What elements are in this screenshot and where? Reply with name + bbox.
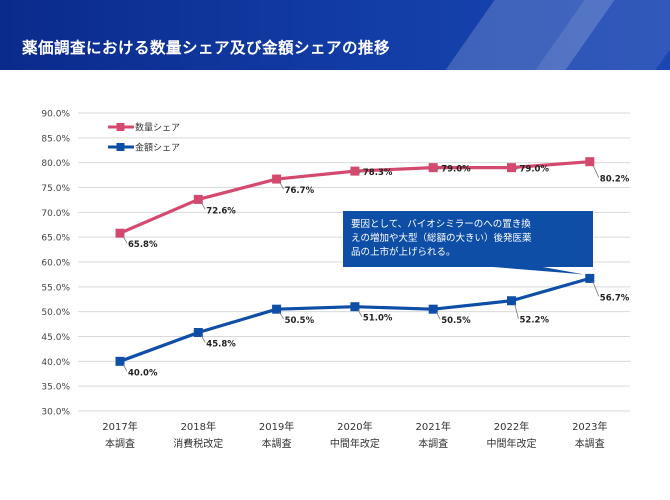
- data-label: 72.6%: [206, 206, 236, 216]
- data-point: [193, 328, 203, 338]
- data-point: [115, 228, 125, 238]
- legend-label: 金額シェア: [135, 142, 180, 154]
- callout-pointer: [493, 267, 584, 275]
- y-tick-label: 65.0%: [41, 234, 70, 244]
- data-label: 56.7%: [600, 293, 630, 303]
- leader-line: [357, 309, 363, 317]
- y-tick-label: 70.0%: [41, 209, 70, 219]
- data-point: [193, 194, 203, 204]
- data-label: 50.5%: [441, 316, 471, 326]
- callout-text: えの増加や大型（総額の大きい）後発医薬: [351, 232, 532, 244]
- y-tick-label: 75.0%: [41, 184, 70, 194]
- data-point: [507, 163, 516, 173]
- y-tick-label: 90.0%: [41, 110, 70, 120]
- x-tick-year: 2020年: [337, 420, 372, 433]
- data-point: [428, 163, 438, 173]
- data-point: [507, 296, 516, 306]
- x-tick-year: 2023年: [572, 420, 607, 433]
- x-tick-survey: 本調査: [262, 437, 292, 450]
- data-point: [272, 174, 282, 184]
- x-tick-year: 2022年: [494, 420, 529, 433]
- data-label: 65.8%: [128, 240, 158, 250]
- y-tick-label: 40.0%: [41, 358, 70, 368]
- x-tick-survey: 本調査: [105, 437, 135, 450]
- x-tick-survey: 消費税改定: [173, 437, 223, 450]
- data-label: 79.0%: [520, 165, 550, 175]
- data-point: [585, 273, 595, 283]
- x-tick-year: 2021年: [415, 420, 450, 433]
- leader-line: [122, 364, 128, 372]
- y-tick-label: 50.0%: [41, 308, 70, 318]
- data-label: 51.0%: [363, 314, 393, 324]
- legend-marker: [116, 123, 125, 131]
- x-tick-survey: 本調査: [575, 437, 605, 450]
- leader-line: [279, 311, 284, 320]
- leader-line: [592, 281, 600, 297]
- leader-line: [200, 335, 206, 343]
- leader-line: [592, 164, 600, 178]
- data-label: 76.7%: [285, 186, 315, 196]
- legend-entry: 金額シェア: [108, 142, 180, 154]
- callout-text: 要因として、バイオシミラーのへの置き換: [351, 218, 531, 230]
- data-point: [428, 304, 438, 314]
- y-tick-label: 35.0%: [41, 383, 70, 393]
- data-point: [350, 302, 360, 312]
- data-label: 79.0%: [441, 165, 471, 175]
- leader-line: [435, 311, 441, 320]
- x-tick-survey: 中間年改定: [330, 437, 380, 450]
- y-tick-label: 55.0%: [41, 283, 70, 293]
- data-label: 78.3%: [363, 168, 393, 178]
- data-label: 52.2%: [520, 316, 550, 326]
- y-tick-label: 30.0%: [41, 408, 70, 418]
- y-tick-label: 60.0%: [41, 259, 70, 269]
- data-point: [272, 304, 282, 314]
- leader-line: [200, 202, 206, 210]
- x-tick-year: 2019年: [259, 420, 294, 433]
- y-tick-label: 45.0%: [41, 333, 70, 343]
- leader-line: [122, 235, 128, 244]
- leader-line: [435, 167, 441, 171]
- legend-entry: 数量シェア: [108, 122, 180, 134]
- title-banner: 薬価調査における数量シェア及び金額シェアの推移: [0, 0, 670, 70]
- page-title: 薬価調査における数量シェア及び金額シェアの推移: [22, 39, 391, 57]
- y-tick-label: 85.0%: [41, 134, 70, 144]
- data-point: [350, 166, 360, 176]
- data-label: 45.8%: [206, 340, 236, 350]
- leader-line: [514, 167, 519, 171]
- data-point: [585, 157, 595, 167]
- y-tick-label: 80.0%: [41, 159, 70, 169]
- callout-box: [343, 211, 593, 267]
- data-label: 80.2%: [600, 175, 630, 185]
- x-tick-survey: 本調査: [418, 437, 448, 450]
- legend-label: 数量シェア: [135, 122, 180, 134]
- x-tick-year: 2017年: [102, 420, 137, 433]
- leader-line: [514, 303, 519, 319]
- data-label: 40.0%: [128, 368, 158, 378]
- data-point: [115, 356, 125, 366]
- data-label: 50.5%: [285, 316, 315, 326]
- legend-marker: [116, 143, 125, 151]
- x-tick-year: 2018年: [181, 420, 216, 433]
- leader-line: [279, 181, 284, 190]
- callout-text: 品の上市が上げられる。: [351, 246, 456, 258]
- leader-line: [357, 170, 363, 175]
- x-tick-survey: 中間年改定: [487, 437, 537, 450]
